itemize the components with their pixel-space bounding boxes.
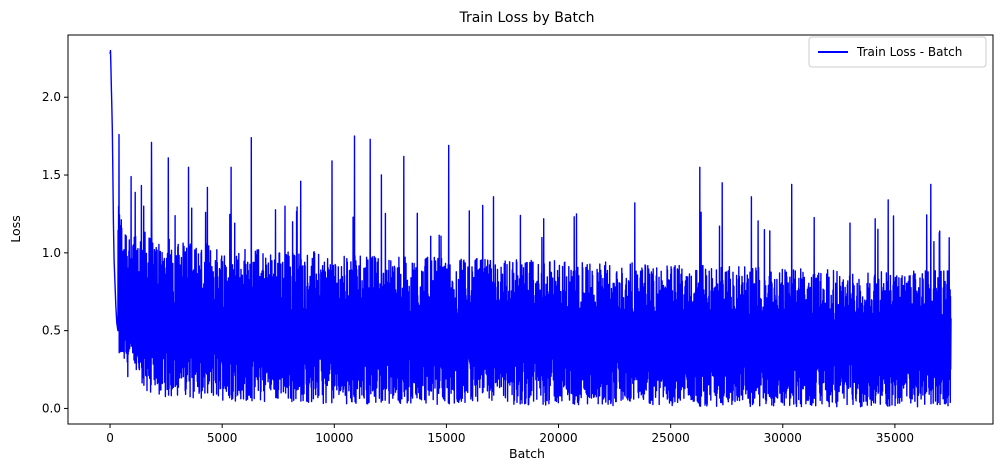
- y-tick-label: 1.0: [42, 246, 61, 260]
- x-tick-label: 15000: [427, 431, 465, 445]
- series-line-train-loss: [109, 49, 952, 408]
- series-layer: [109, 49, 952, 408]
- x-tick-label: 30000: [764, 431, 802, 445]
- y-tick-label: 0.0: [42, 401, 61, 415]
- y-tick-label: 1.5: [42, 168, 61, 182]
- legend-series-label: Train Loss - Batch: [856, 45, 962, 59]
- x-tick-label: 0: [106, 431, 114, 445]
- ticks-layer: 0 5000 10000 15000 20000 25000 30000 35000 0.0 0.…: [42, 90, 914, 445]
- x-axis-label: Batch: [509, 446, 545, 461]
- chart-title: Train Loss by Batch: [458, 10, 594, 26]
- x-tick-label: 20000: [539, 431, 577, 445]
- y-tick-label: 2.0: [42, 90, 61, 104]
- x-tick-label: 10000: [315, 431, 353, 445]
- plot-frame: [67, 34, 994, 425]
- y-axis-label: Loss: [8, 215, 23, 242]
- legend-box: [808, 36, 987, 68]
- x-tick-label: 25000: [652, 431, 690, 445]
- y-tick-label: 0.5: [42, 324, 61, 338]
- legend: Train Loss - Batch: [808, 36, 987, 68]
- x-tick-label: 35000: [876, 431, 914, 445]
- x-tick-label: 5000: [207, 431, 238, 445]
